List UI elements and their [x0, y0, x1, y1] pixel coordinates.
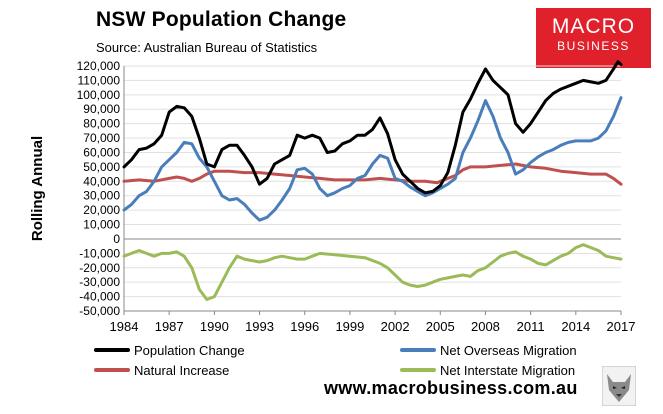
- legend-swatch-population: [94, 348, 130, 352]
- legend-item-population: Population Change: [94, 342, 245, 358]
- x-tick-label: 2017: [607, 319, 636, 334]
- y-tick-label: 70,000: [83, 131, 120, 145]
- y-tick-label: -30,000: [79, 275, 120, 289]
- logo-line-1: MACRO: [551, 15, 636, 38]
- series-line-natural: [122, 162, 623, 186]
- x-tick-label: 1990: [200, 319, 229, 334]
- y-tick-label: 0: [113, 232, 120, 246]
- legend-item-natural: Natural Increase: [94, 362, 229, 378]
- x-tick-label: 2011: [517, 319, 545, 334]
- logo-line-2: BUSINESS: [557, 39, 630, 53]
- legend-item-overseas: Net Overseas Migration: [400, 342, 577, 358]
- legend-label-overseas: Net Overseas Migration: [440, 342, 577, 358]
- y-tick-label: 40,000: [83, 174, 120, 188]
- series-line-population: [122, 60, 623, 195]
- x-tick-label: 1999: [335, 319, 364, 334]
- y-tick-label: 80,000: [83, 117, 120, 131]
- x-tick-label: 2014: [561, 319, 590, 334]
- y-tick-label: 110,000: [78, 73, 121, 87]
- website-url: www.macrobusiness.com.au: [324, 378, 578, 398]
- x-tick-label: 2005: [426, 319, 455, 334]
- chart-subtitle: Source: Australian Bureau of Statistics: [96, 40, 318, 55]
- x-tick-label: 1987: [155, 319, 184, 334]
- x-tick-label: 1984: [110, 319, 139, 334]
- y-tick-label: 20,000: [83, 203, 120, 217]
- wolf-icon: [602, 366, 636, 406]
- x-tick-label: 2002: [381, 319, 410, 334]
- series-line-interstate: [122, 243, 623, 301]
- y-tick-label: 30,000: [83, 189, 120, 203]
- macrobusiness-logo: MACRO BUSINESS: [536, 8, 651, 68]
- chart-title: NSW Population Change: [96, 8, 347, 31]
- y-tick-label: 60,000: [83, 145, 120, 159]
- x-tick-label: 2008: [471, 319, 500, 334]
- y-tick-label: 120,000: [77, 59, 121, 73]
- y-tick-label: -10,000: [79, 246, 120, 260]
- y-tick-label: 90,000: [83, 102, 120, 116]
- y-axis-title: Rolling Annual: [29, 136, 46, 241]
- legend-swatch-natural: [94, 368, 130, 372]
- y-tick-label: 100,000: [77, 88, 121, 102]
- y-tick-label: -50,000: [79, 304, 120, 318]
- legend-swatch-overseas: [400, 348, 436, 352]
- y-tick-label: -40,000: [79, 290, 120, 304]
- x-tick-label: 1996: [290, 319, 319, 334]
- y-tick-label: -20,000: [79, 261, 120, 275]
- y-tick-label: 50,000: [83, 160, 120, 174]
- legend-label-population: Population Change: [134, 342, 245, 358]
- legend-swatch-interstate: [400, 368, 436, 372]
- y-tick-label: 10,000: [83, 218, 120, 232]
- x-tick-label: 1993: [245, 319, 274, 334]
- series-line-overseas: [122, 96, 623, 222]
- legend-item-interstate: Net Interstate Migration: [400, 362, 575, 378]
- legend-label-interstate: Net Interstate Migration: [440, 362, 576, 378]
- legend-label-natural: Natural Increase: [134, 362, 230, 378]
